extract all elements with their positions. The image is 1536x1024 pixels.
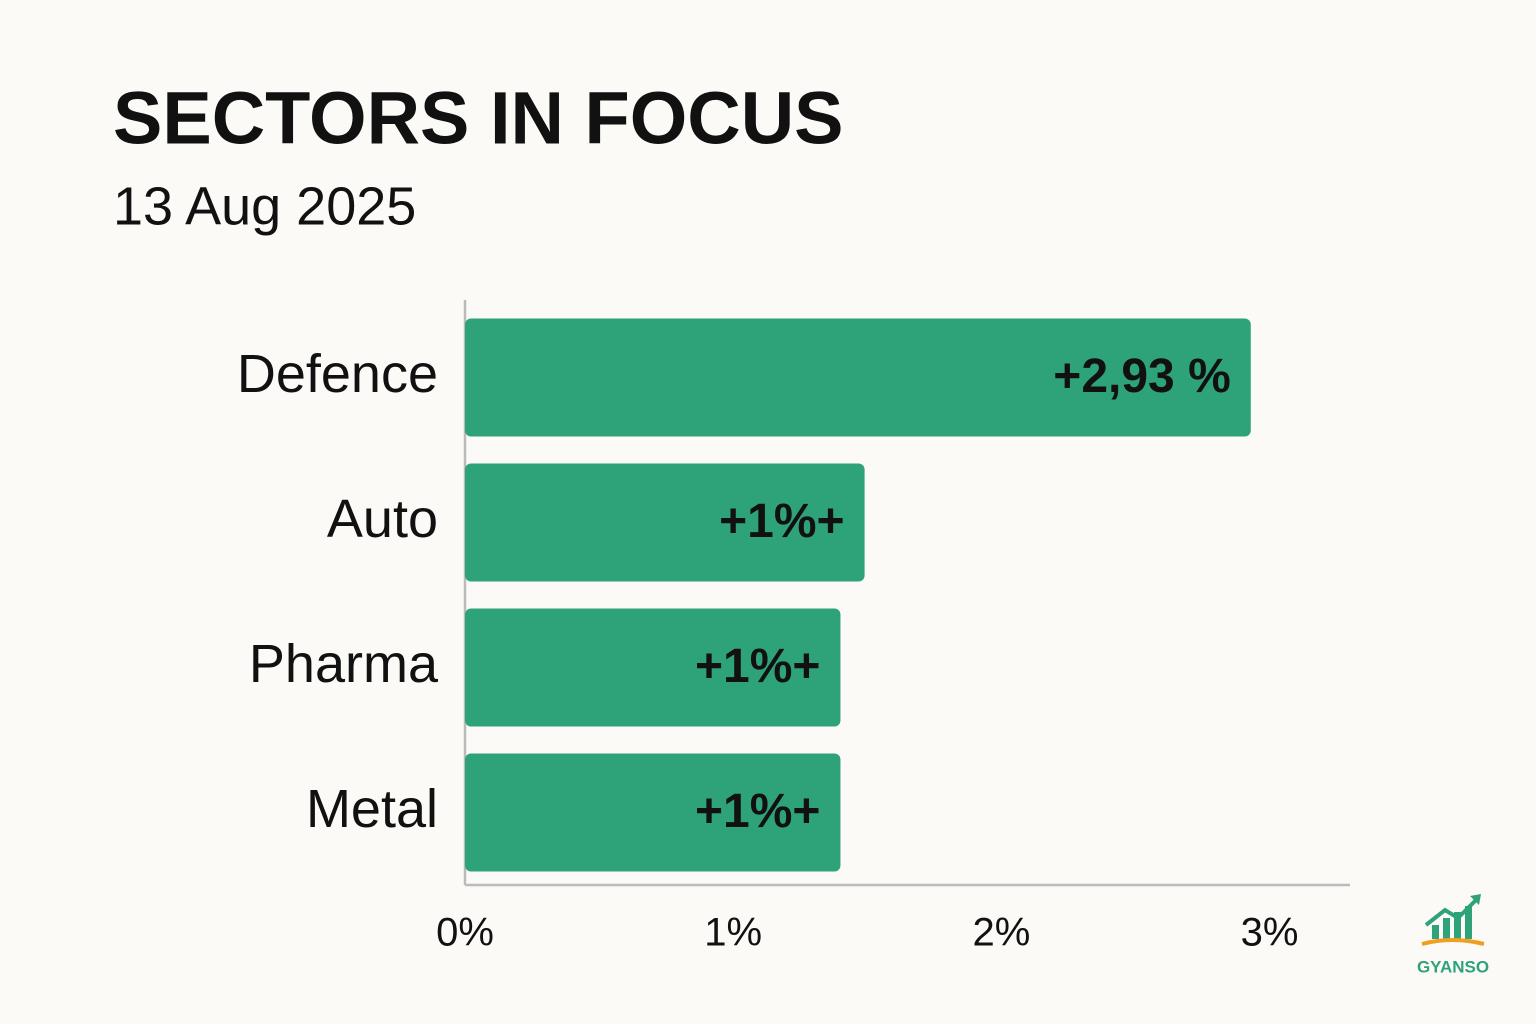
x-tick-label: 0%	[436, 911, 494, 955]
logo-bar	[1454, 912, 1461, 939]
bar	[465, 463, 865, 582]
x-tick-label: 3%	[1241, 911, 1299, 955]
bar	[465, 318, 1251, 437]
x-tick-label: 2%	[972, 911, 1030, 955]
logo-bar	[1443, 918, 1450, 939]
brand-logo: GYANSO	[1417, 894, 1489, 976]
bar	[465, 753, 841, 872]
y-tick-label: Metal	[306, 779, 438, 839]
data-label: +2,93 %	[1053, 350, 1230, 403]
logo-bar	[1432, 925, 1439, 939]
y-tick-label: Defence	[237, 344, 438, 404]
logo-arrow	[1424, 896, 1480, 927]
y-tick-label: Pharma	[249, 634, 439, 694]
data-label: +1%+	[695, 640, 820, 693]
brand-name: GYANSO	[1417, 957, 1489, 976]
bar	[465, 608, 841, 727]
chart-title: SECTORS IN FOCUS	[113, 77, 844, 160]
data-label: +1%+	[719, 495, 844, 548]
logo-book	[1421, 938, 1485, 946]
x-tick-label: 1%	[704, 911, 762, 955]
data-label: +1%+	[695, 785, 820, 838]
y-tick-label: Auto	[327, 489, 438, 549]
logo-arrowhead	[1470, 894, 1481, 905]
logo-bar	[1465, 906, 1472, 939]
chart-subtitle: 13 Aug 2025	[113, 176, 416, 236]
